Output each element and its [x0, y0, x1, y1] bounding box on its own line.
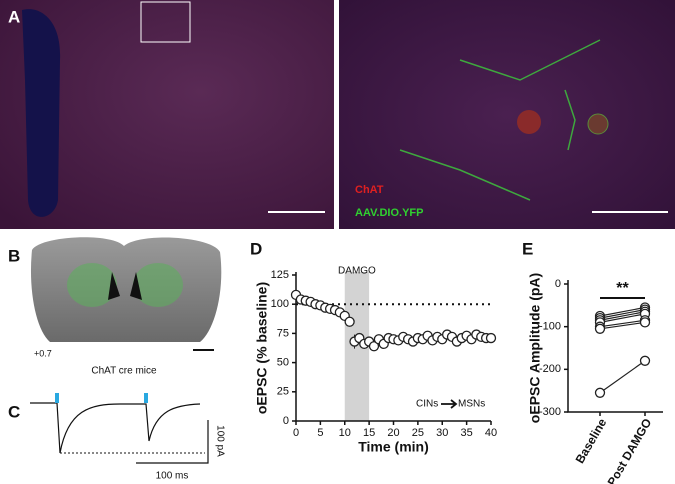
- x-tick-label: 35: [461, 427, 473, 439]
- x-tick-label: 20: [387, 427, 399, 439]
- expression: [133, 263, 183, 307]
- brain-slice: [30, 237, 222, 342]
- x-label: Time (min): [358, 439, 429, 455]
- point: [485, 332, 497, 344]
- x-tick-label: 25: [412, 427, 424, 439]
- x-tick-label: 40: [485, 427, 497, 439]
- scale-x: 100 ms: [156, 471, 189, 482]
- y-tick-label: -300: [539, 406, 561, 418]
- pair-line: [599, 313, 646, 323]
- light-pulse: [55, 393, 59, 403]
- micrograph-right: [339, 0, 675, 229]
- y-tick-label: 125: [271, 269, 289, 281]
- y-tick-label: 0: [555, 278, 561, 290]
- panel-label: C: [8, 402, 20, 421]
- label-red: ChAT: [355, 184, 384, 196]
- x-tick-label: 30: [436, 427, 448, 439]
- y-label: oEPSC (% baseline): [254, 282, 270, 414]
- ventricles: [108, 272, 142, 300]
- pair-line: [599, 306, 646, 317]
- label-green: AAV.DIO.YFP: [355, 207, 423, 219]
- x-tick-label: 10: [339, 427, 351, 439]
- x-tick-label: 15: [363, 427, 375, 439]
- shade-label: DAMGO: [338, 266, 376, 277]
- y-tick-label: 75: [277, 327, 289, 339]
- scale-bars: [136, 420, 209, 464]
- panel-label: D: [250, 239, 262, 258]
- arrow: [441, 399, 458, 409]
- y-tick-label: -100: [539, 321, 561, 333]
- trace: [30, 402, 201, 454]
- caption: ChAT cre mice: [91, 366, 157, 377]
- pair-line: [599, 319, 646, 328]
- panel-label: B: [8, 246, 20, 265]
- scale-y: 100 pA: [214, 425, 225, 457]
- annotation: MSNs: [458, 399, 485, 410]
- point: [639, 355, 651, 366]
- y-tick-label: 50: [277, 357, 289, 369]
- pair-line: [599, 321, 646, 330]
- panel-label: A: [8, 7, 20, 26]
- x-tick-label: Post DAMGO: [605, 416, 655, 484]
- point: [594, 387, 606, 398]
- y-tick-label: 0: [283, 415, 289, 427]
- pair-line: [599, 309, 646, 319]
- fibers: [399, 39, 601, 201]
- light-pulse: [144, 393, 148, 403]
- ventricle: [22, 9, 61, 217]
- pair-line: [599, 360, 646, 394]
- point: [639, 317, 651, 328]
- y-tick-label: -200: [539, 363, 561, 375]
- inset-box: [140, 1, 191, 43]
- annotation: CINs: [416, 399, 438, 410]
- y-tick-label: 25: [277, 386, 289, 398]
- point: [594, 323, 606, 334]
- expression: [67, 263, 117, 307]
- x-tick-label: 5: [317, 427, 323, 439]
- x-tick-label: 0: [293, 427, 299, 439]
- chat-cell: [587, 113, 609, 135]
- significance: **: [616, 280, 629, 297]
- x-tick-label: Baseline: [573, 416, 610, 466]
- point: [344, 316, 355, 327]
- y-tick-label: 100: [271, 298, 289, 310]
- coordinate: +0.7: [34, 348, 52, 358]
- axes: [567, 280, 663, 413]
- y-label: oEPSC Amplitude (pA): [527, 273, 543, 423]
- chat-cell: [517, 110, 541, 134]
- panel-label: E: [522, 239, 533, 258]
- pair-line: [599, 311, 646, 321]
- point: [368, 341, 380, 352]
